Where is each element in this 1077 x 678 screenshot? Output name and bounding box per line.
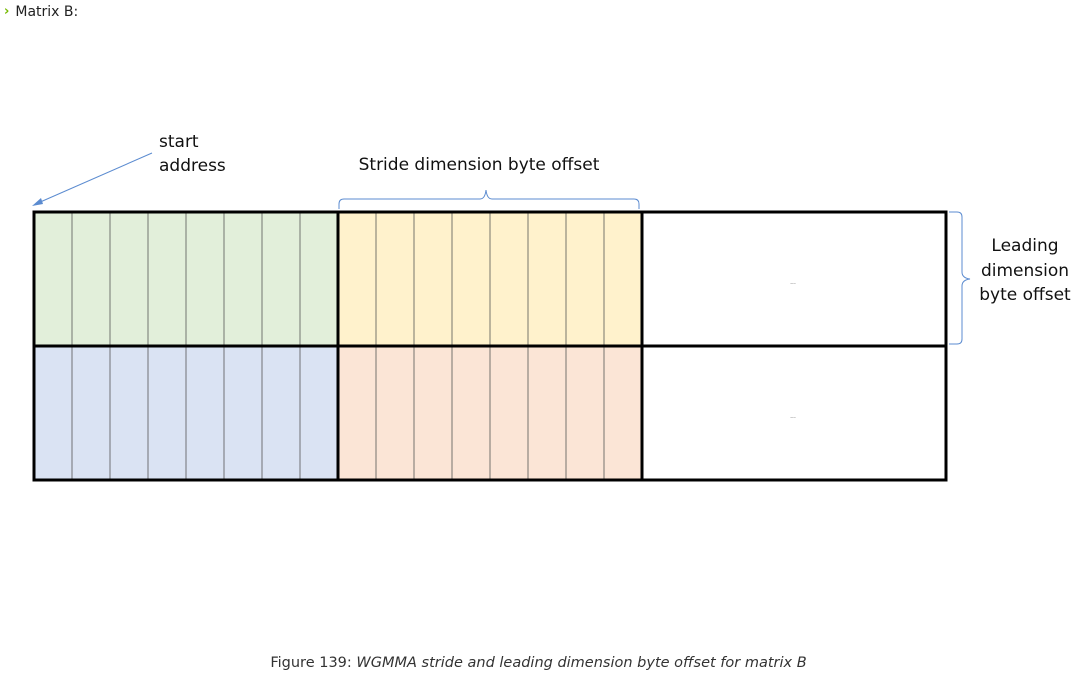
block-r1-c3	[642, 212, 946, 346]
ellipsis-bottom: ...	[790, 413, 796, 420]
stride-brace	[338, 189, 640, 209]
stride-label: Stride dimension byte offset	[359, 155, 600, 175]
figure-number: Figure 139:	[270, 655, 357, 671]
ellipsis-top: ...	[790, 279, 796, 286]
start-address-label-line1: start	[159, 132, 199, 152]
leading-label-line2: dimension	[981, 261, 1069, 281]
leading-label-line3: byte offset	[979, 285, 1071, 305]
matrix-b-expander[interactable]: › Matrix B:	[4, 2, 78, 22]
figure-caption: Figure 139: WGMMA stride and leading dim…	[0, 655, 1077, 671]
chevron-right-icon: ›	[4, 4, 10, 19]
start-address-arrow	[32, 152, 153, 206]
leading-brace	[949, 211, 971, 345]
leading-label-line1: Leading	[991, 236, 1058, 256]
block-r2-c3	[642, 346, 946, 480]
start-address-label-line2: address	[159, 156, 226, 176]
expander-label: Matrix B:	[15, 4, 79, 20]
figure-title: WGMMA stride and leading dimension byte …	[356, 655, 807, 671]
matrix-blocks	[32, 210, 948, 482]
